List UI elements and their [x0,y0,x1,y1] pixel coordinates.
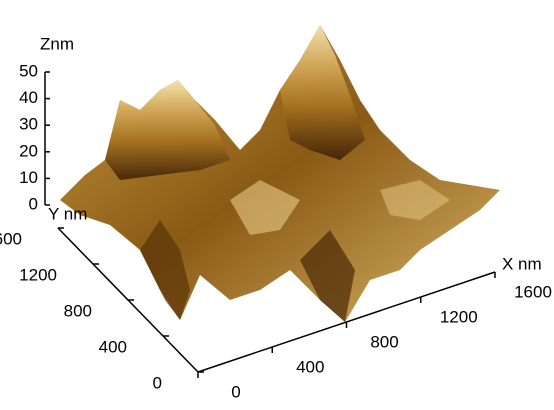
z-axis-label: Znm [40,34,74,53]
surface [60,25,500,322]
y-tick-label: 1200 [19,265,57,284]
z-tick-label: 30 [19,115,38,134]
z-tick-label: 10 [19,168,38,187]
y-axis-label: Y nm [48,204,87,223]
x-tick-label: 0 [231,382,240,401]
x-tick-label: 400 [296,357,324,376]
y-tick-label: 400 [99,337,127,356]
x-axis-label: X nm [502,254,542,273]
z-tick-label: 40 [19,88,38,107]
y-tick-label: 1600 [0,229,22,248]
z-tick-label: 20 [19,141,38,160]
z-tick-label: 50 [19,61,38,80]
y-tick-label: 800 [64,301,92,320]
x-tick-label: 1600 [514,282,552,301]
x-tick-label: 800 [370,332,398,351]
z-tick-label: 0 [29,194,38,213]
x-tick-label: 1200 [440,307,478,326]
y-tick-label: 0 [153,373,162,392]
